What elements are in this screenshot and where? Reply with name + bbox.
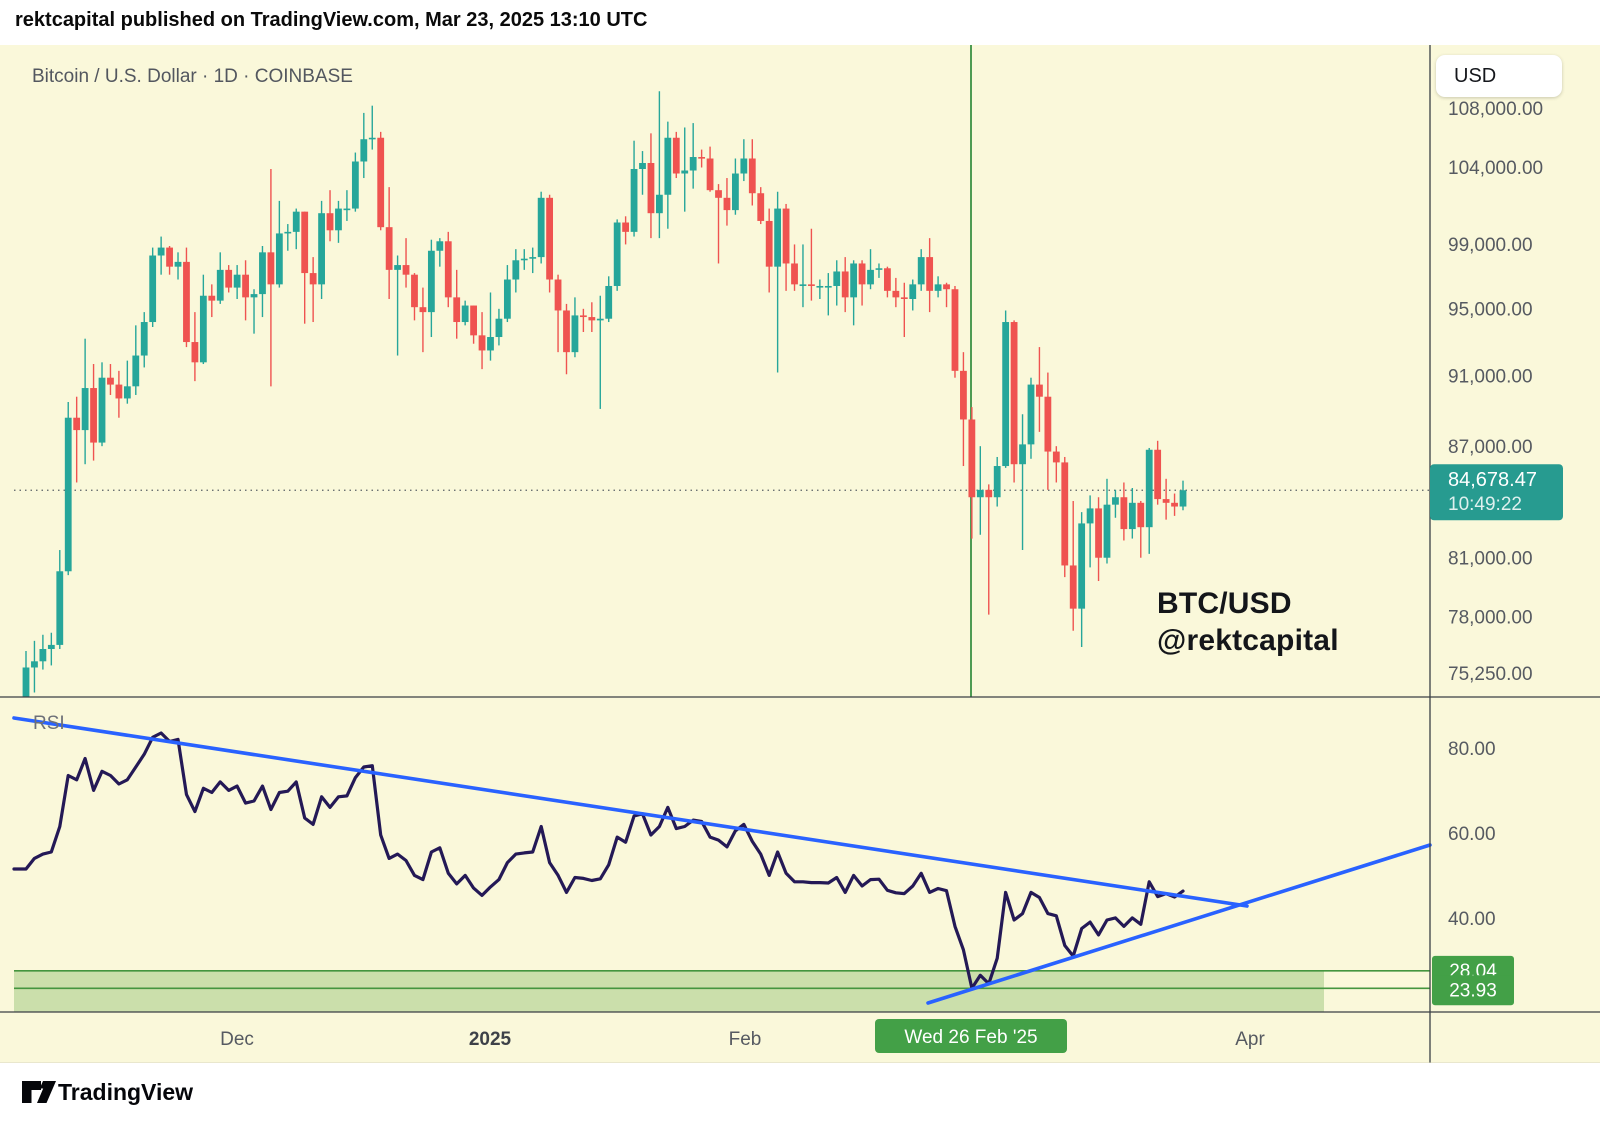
time-axis[interactable]: Dec 2025 Feb Apr Wed 26 Feb '25 xyxy=(220,1019,1265,1053)
descending-resistance xyxy=(12,716,1249,908)
event-date-text: Wed 26 Feb '25 xyxy=(904,1027,1037,1048)
currency-button[interactable]: USD xyxy=(1436,55,1562,97)
publish-info-text: rektcapital published on TradingView.com… xyxy=(15,9,648,31)
time-tick-label: 2025 xyxy=(469,1029,512,1050)
watermark: BTC/USD @rektcapital xyxy=(1157,585,1339,659)
rsi-tick-label: 80.00 xyxy=(1448,739,1496,760)
chart-canvas[interactable]: 108,000.00 104,000.00 99,000.00 95,000.00 91… xyxy=(0,45,1600,1063)
rsi-indicator-label: RSI xyxy=(33,713,65,734)
price-tick-label: 81,000.00 xyxy=(1448,549,1533,570)
current-price-badge: 84,678.47 10:49:22 xyxy=(1430,464,1563,521)
time-tick-label: Feb xyxy=(729,1029,762,1050)
chart-area: 108,000.00 104,000.00 99,000.00 95,000.00 91… xyxy=(0,45,1600,1063)
price-tick-label: 99,000.00 xyxy=(1448,235,1533,256)
time-tick-label: Apr xyxy=(1235,1029,1265,1050)
rsi-level-value: 23.93 xyxy=(1449,980,1497,1001)
price-axis[interactable]: 108,000.00 104,000.00 99,000.00 95,000.00 91… xyxy=(1430,99,1563,685)
price-tick-label: 108,000.00 xyxy=(1448,99,1543,120)
time-tick-label: Dec xyxy=(220,1029,254,1050)
rsi-trendlines xyxy=(12,716,1432,1005)
rsi-level-badge: 23.93 xyxy=(1432,975,1514,1006)
price-tick-label: 104,000.00 xyxy=(1448,158,1543,179)
current-price-value: 84,678.47 xyxy=(1448,469,1537,491)
price-tick-label: 78,000.00 xyxy=(1448,608,1533,629)
tradingview-brand-text: TradingView xyxy=(58,1079,194,1105)
event-date-badge: Wed 26 Feb '25 xyxy=(875,1019,1067,1053)
price-tick-label: 91,000.00 xyxy=(1448,367,1533,388)
pane-separators xyxy=(0,45,1600,1063)
candlestick-series xyxy=(22,91,1187,697)
footer-bar: TradingView xyxy=(0,1063,1600,1129)
rsi-line xyxy=(12,731,1185,990)
tradingview-logo-icon xyxy=(22,1081,56,1103)
symbol-title: Bitcoin / U.S. Dollar · 1D · COINBASE xyxy=(32,66,353,87)
price-tick-label: 95,000.00 xyxy=(1448,299,1533,320)
rsi-oversold-band xyxy=(14,970,1430,1012)
price-tick-label: 75,250.00 xyxy=(1448,664,1533,685)
watermark-handle: @rektcapital xyxy=(1157,624,1339,657)
bar-countdown: 10:49:22 xyxy=(1448,494,1522,515)
watermark-symbol: BTC/USD xyxy=(1157,587,1292,620)
ascending-support xyxy=(926,843,1432,1005)
rsi-tick-label: 60.00 xyxy=(1448,824,1496,845)
price-tick-label: 87,000.00 xyxy=(1448,437,1533,458)
rsi-tick-label: 40.00 xyxy=(1448,909,1496,930)
publish-info-bar: rektcapital published on TradingView.com… xyxy=(0,0,1600,45)
